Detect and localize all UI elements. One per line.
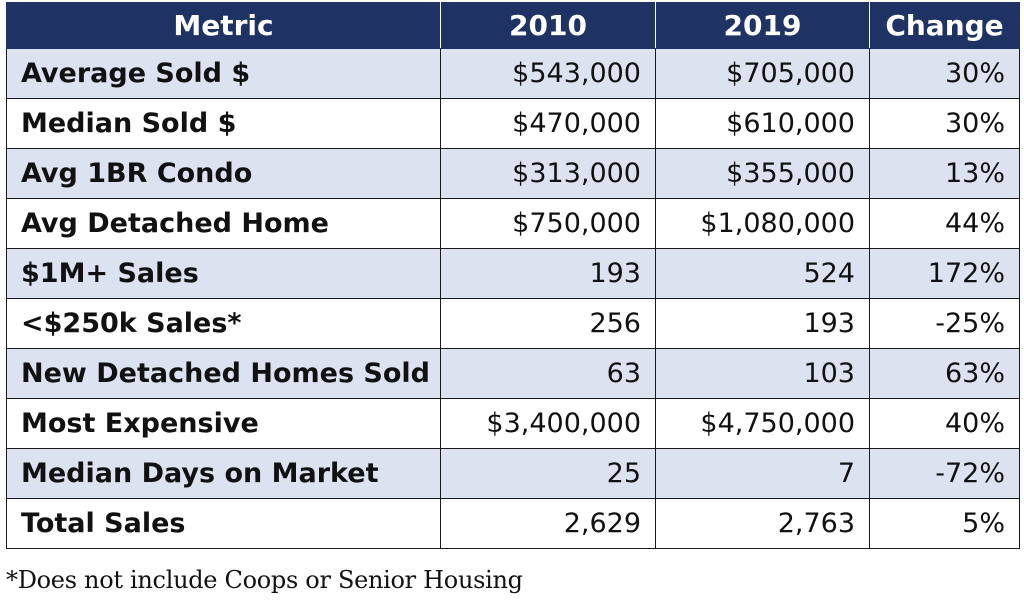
table-header: Metric 2010 2019 Change — [6, 2, 1020, 49]
value-change: 172% — [869, 248, 1020, 299]
metric-name: Median Days on Market — [6, 448, 441, 499]
value-change: -72% — [869, 448, 1020, 499]
value-change: 13% — [869, 148, 1020, 199]
table-row: Avg 1BR Condo $313,000 $355,000 13% — [6, 148, 1020, 199]
value-2010: $313,000 — [440, 148, 656, 199]
header-2010: 2010 — [440, 2, 656, 49]
value-2019: $1,080,000 — [655, 198, 870, 249]
value-2019: $705,000 — [655, 48, 870, 99]
table-row: <$250k Sales* 256 193 -25% — [6, 298, 1020, 349]
value-2010: $750,000 — [440, 198, 656, 249]
value-change: 40% — [869, 398, 1020, 449]
header-change: Change — [869, 2, 1020, 49]
value-change: 30% — [869, 48, 1020, 99]
table-row: Most Expensive $3,400,000 $4,750,000 40% — [6, 398, 1020, 449]
value-2010: 193 — [440, 248, 656, 299]
value-2010: 25 — [440, 448, 656, 499]
metric-name: New Detached Homes Sold — [6, 348, 441, 399]
value-2010: $3,400,000 — [440, 398, 656, 449]
metric-name: $1M+ Sales — [6, 248, 441, 299]
footnote: *Does not include Coops or Senior Housin… — [6, 566, 523, 594]
table-row: Median Days on Market 25 7 -72% — [6, 448, 1020, 499]
value-2010: 2,629 — [440, 498, 656, 549]
value-2019: $610,000 — [655, 98, 870, 149]
value-2019: $4,750,000 — [655, 398, 870, 449]
header-row: Metric 2010 2019 Change — [6, 2, 1020, 49]
value-2019: 524 — [655, 248, 870, 299]
metric-name: Average Sold $ — [6, 48, 441, 99]
value-2010: $470,000 — [440, 98, 656, 149]
metrics-table: Metric 2010 2019 Change Average Sold $ $… — [6, 2, 1020, 549]
table-row: Average Sold $ $543,000 $705,000 30% — [6, 48, 1020, 99]
metric-name: Total Sales — [6, 498, 441, 549]
table-row: Median Sold $ $470,000 $610,000 30% — [6, 98, 1020, 149]
value-change: 63% — [869, 348, 1020, 399]
table-row: Total Sales 2,629 2,763 5% — [6, 498, 1020, 549]
metric-name: <$250k Sales* — [6, 298, 441, 349]
value-2019: 2,763 — [655, 498, 870, 549]
table-row: New Detached Homes Sold 63 103 63% — [6, 348, 1020, 399]
header-2019: 2019 — [655, 2, 870, 49]
value-2019: 193 — [655, 298, 870, 349]
table-body: Average Sold $ $543,000 $705,000 30% Med… — [6, 48, 1020, 549]
value-change: 30% — [869, 98, 1020, 149]
table-row: Avg Detached Home $750,000 $1,080,000 44… — [6, 198, 1020, 249]
value-2019: 7 — [655, 448, 870, 499]
value-change: -25% — [869, 298, 1020, 349]
value-2010: 256 — [440, 298, 656, 349]
value-2019: 103 — [655, 348, 870, 399]
value-2019: $355,000 — [655, 148, 870, 199]
metric-name: Avg 1BR Condo — [6, 148, 441, 199]
metric-name: Avg Detached Home — [6, 198, 441, 249]
table-row: $1M+ Sales 193 524 172% — [6, 248, 1020, 299]
metric-name: Most Expensive — [6, 398, 441, 449]
value-2010: $543,000 — [440, 48, 656, 99]
value-change: 44% — [869, 198, 1020, 249]
value-change: 5% — [869, 498, 1020, 549]
value-2010: 63 — [440, 348, 656, 399]
metric-name: Median Sold $ — [6, 98, 441, 149]
header-metric: Metric — [6, 2, 441, 49]
